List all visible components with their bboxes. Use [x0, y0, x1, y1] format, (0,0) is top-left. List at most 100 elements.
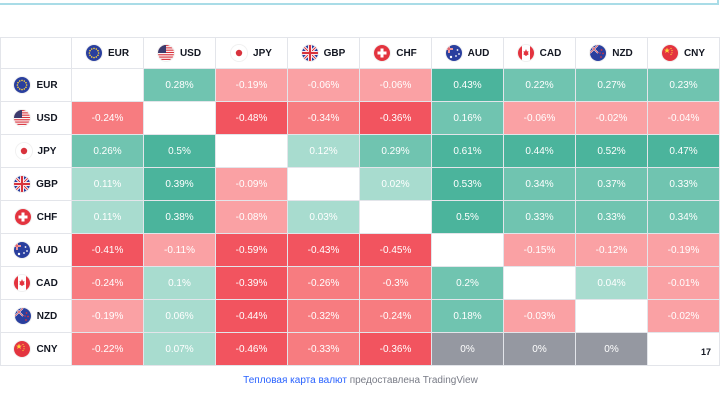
heatmap-cell[interactable]: 0% — [575, 332, 648, 366]
heatmap-cell[interactable]: 0.1% — [143, 266, 216, 300]
heatmap-cell[interactable]: 0.02% — [359, 167, 432, 201]
currency-code: JPY — [37, 145, 57, 157]
heatmap-cell[interactable]: -0.22% — [71, 332, 144, 366]
column-header-chf[interactable]: CHF — [359, 37, 432, 69]
column-header-aud[interactable]: AUD — [431, 37, 504, 69]
heatmap-cell[interactable]: 0% — [431, 332, 504, 366]
row-header-jpy[interactable]: JPY — [0, 134, 72, 168]
column-header-gbp[interactable]: GBP — [287, 37, 360, 69]
heatmap-row-nzd: NZD -0.19% 0.06% -0.44% -0.32% -0.24% 0.18% -0.… — [0, 299, 720, 333]
heatmap-cell[interactable]: -0.24% — [71, 266, 144, 300]
heatmap-cell[interactable]: 0.04% — [575, 266, 648, 300]
heatmap-cell[interactable]: -0.06% — [359, 68, 432, 102]
heatmap-cell[interactable]: -0.41% — [71, 233, 144, 267]
heatmap-cell[interactable]: 0.33% — [647, 167, 720, 201]
heatmap-link[interactable]: Тепловая карта валют — [243, 375, 347, 386]
column-header-cny[interactable]: CNY — [647, 37, 720, 69]
heatmap-cell[interactable]: 0.28% — [143, 68, 216, 102]
heatmap-cell[interactable]: 0.11% — [71, 167, 144, 201]
row-header-cad[interactable]: CAD — [0, 266, 72, 300]
column-header-usd[interactable]: USD — [143, 37, 216, 69]
row-header-usd[interactable]: USD — [0, 101, 72, 135]
heatmap-cell[interactable]: 0.52% — [575, 134, 648, 168]
heatmap-cell[interactable]: -0.19% — [215, 68, 288, 102]
heatmap-cell[interactable]: -0.01% — [647, 266, 720, 300]
heatmap-cell[interactable]: -0.34% — [287, 101, 360, 135]
heatmap-cell[interactable]: -0.44% — [215, 299, 288, 333]
heatmap-cell[interactable]: -0.45% — [359, 233, 432, 267]
heatmap-cell[interactable]: -0.02% — [647, 299, 720, 333]
heatmap-cell[interactable]: -0.26% — [287, 266, 360, 300]
heatmap-cell[interactable]: 0.5% — [143, 134, 216, 168]
tradingview-logo-icon[interactable]: 17 — [700, 347, 711, 357]
heatmap-cell[interactable]: -0.03% — [503, 299, 576, 333]
heatmap-cell[interactable]: 0.47% — [647, 134, 720, 168]
heatmap-cell[interactable]: -0.12% — [575, 233, 648, 267]
heatmap-cell[interactable]: 0.33% — [575, 200, 648, 234]
heatmap-cell[interactable]: -0.39% — [215, 266, 288, 300]
heatmap-cell[interactable]: 0.11% — [71, 200, 144, 234]
heatmap-cell[interactable]: 0.34% — [503, 167, 576, 201]
heatmap-cell[interactable]: -0.36% — [359, 332, 432, 366]
empty-self-cell — [359, 200, 432, 234]
heatmap-cell[interactable]: 0.18% — [431, 299, 504, 333]
heatmap-cell[interactable]: 0.61% — [431, 134, 504, 168]
heatmap-cell[interactable]: -0.08% — [215, 200, 288, 234]
row-header-aud[interactable]: AUD — [0, 233, 72, 267]
row-header-cny[interactable]: CNY — [0, 332, 72, 366]
heatmap-cell[interactable]: 0.12% — [287, 134, 360, 168]
heatmap-cell[interactable]: 0.23% — [647, 68, 720, 102]
row-header-gbp[interactable]: GBP — [0, 167, 72, 201]
heatmap-cell[interactable]: 0.37% — [575, 167, 648, 201]
heatmap-cell[interactable]: -0.11% — [143, 233, 216, 267]
heatmap-cell[interactable]: -0.24% — [359, 299, 432, 333]
column-header-eur[interactable]: EUR — [71, 37, 144, 69]
heatmap-cell[interactable]: 0.07% — [143, 332, 216, 366]
heatmap-cell[interactable]: 0.22% — [503, 68, 576, 102]
heatmap-cell[interactable]: -0.09% — [215, 167, 288, 201]
heatmap-cell[interactable]: 0.16% — [431, 101, 504, 135]
empty-self-cell — [71, 68, 144, 102]
heatmap-cell[interactable]: 0.27% — [575, 68, 648, 102]
heatmap-cell[interactable]: -0.06% — [287, 68, 360, 102]
heatmap-cell[interactable]: -0.19% — [71, 299, 144, 333]
heatmap-cell[interactable]: -0.59% — [215, 233, 288, 267]
heatmap-cell[interactable]: 0.26% — [71, 134, 144, 168]
heatmap-cell[interactable]: 0.03% — [287, 200, 360, 234]
heatmap-cell[interactable]: -0.06% — [503, 101, 576, 135]
heatmap-cell[interactable]: 0.44% — [503, 134, 576, 168]
heatmap-cell[interactable]: -0.15% — [503, 233, 576, 267]
row-label-cny: CNY — [1, 341, 71, 357]
heatmap-cell[interactable]: 0.38% — [143, 200, 216, 234]
heatmap-cell[interactable]: -0.19% — [647, 233, 720, 267]
heatmap-cell[interactable]: -0.36% — [359, 101, 432, 135]
heatmap-cell[interactable]: 0.33% — [503, 200, 576, 234]
heatmap-cell[interactable]: -0.24% — [71, 101, 144, 135]
heatmap-cell[interactable]: 0.53% — [431, 167, 504, 201]
empty-self-cell — [575, 299, 648, 333]
heatmap-cell[interactable]: -0.32% — [287, 299, 360, 333]
row-header-eur[interactable]: EUR — [0, 68, 72, 102]
currency-heatmap: EUR USD JPY GBP CHF AUD CAD NZD CNY EUR 0.28% -0.1… — [0, 37, 720, 366]
column-header-cad[interactable]: CAD — [503, 37, 576, 69]
heatmap-cell[interactable]: -0.46% — [215, 332, 288, 366]
heatmap-cell[interactable]: -0.04% — [647, 101, 720, 135]
row-header-chf[interactable]: CHF — [0, 200, 72, 234]
heatmap-cell[interactable]: 0.39% — [143, 167, 216, 201]
heatmap-cell[interactable]: 0% — [503, 332, 576, 366]
heatmap-cell[interactable]: 0.06% — [143, 299, 216, 333]
heatmap-cell[interactable]: -0.33% — [287, 332, 360, 366]
heatmap-cell[interactable]: 0.2% — [431, 266, 504, 300]
heatmap-cell[interactable]: 0.43% — [431, 68, 504, 102]
heatmap-cell[interactable]: 0.29% — [359, 134, 432, 168]
column-header-nzd[interactable]: NZD — [575, 37, 648, 69]
heatmap-cell[interactable]: -0.02% — [575, 101, 648, 135]
heatmap-cell[interactable]: -0.43% — [287, 233, 360, 267]
column-header-jpy[interactable]: JPY — [215, 37, 288, 69]
heatmap-cell[interactable]: -0.3% — [359, 266, 432, 300]
row-header-nzd[interactable]: NZD — [0, 299, 72, 333]
heatmap-cell[interactable]: 0.5% — [431, 200, 504, 234]
heatmap-cell[interactable]: -0.48% — [215, 101, 288, 135]
heatmap-cell[interactable]: 0.34% — [647, 200, 720, 234]
currency-code: CHF — [36, 211, 58, 223]
